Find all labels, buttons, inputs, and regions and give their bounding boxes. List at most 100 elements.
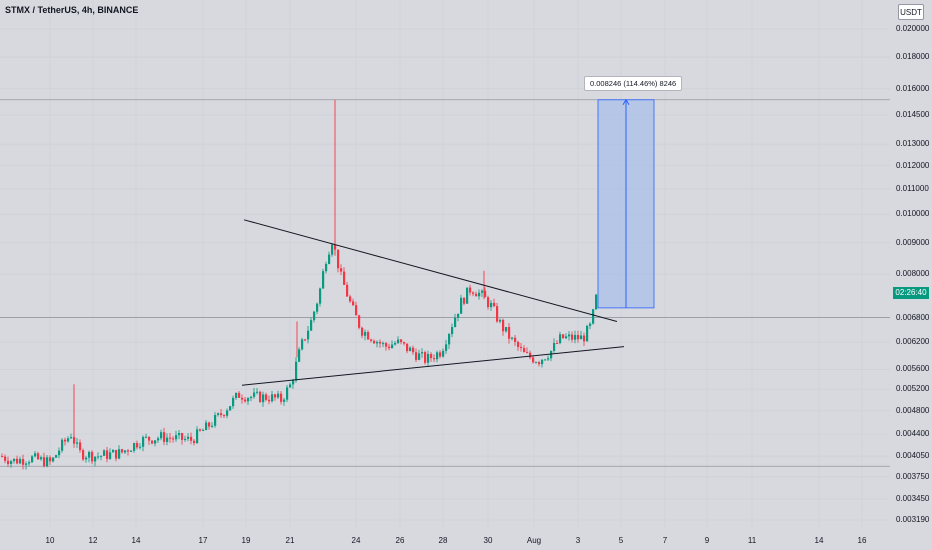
time-tick-label: 24 bbox=[351, 536, 361, 545]
candle-body bbox=[376, 341, 379, 344]
price-tick-label: 0.004400 bbox=[896, 428, 930, 438]
candle-body bbox=[166, 437, 169, 442]
candle-body bbox=[574, 334, 577, 340]
candle-body bbox=[559, 334, 562, 344]
price-tick-label: 0.016000 bbox=[896, 83, 930, 93]
countdown-label: 02:26:40 bbox=[893, 287, 929, 300]
candle-body bbox=[94, 456, 97, 462]
currency-button[interactable]: USDT bbox=[898, 4, 924, 20]
candle-body bbox=[139, 446, 142, 448]
candle-body bbox=[319, 288, 322, 304]
candle-body bbox=[427, 354, 430, 363]
candle-body bbox=[586, 325, 589, 342]
candle-body bbox=[262, 394, 265, 403]
candle-body bbox=[400, 339, 403, 343]
candle-body bbox=[421, 352, 424, 354]
candle-body bbox=[301, 339, 304, 350]
candle-body bbox=[76, 442, 79, 444]
price-tick-label: 0.004050 bbox=[896, 451, 930, 461]
trendline bbox=[243, 219, 618, 322]
price-chart bbox=[0, 98, 890, 470]
candle-body bbox=[235, 392, 238, 398]
candle-body bbox=[415, 352, 418, 360]
candle-body bbox=[373, 340, 376, 344]
candle-body bbox=[181, 433, 184, 440]
candle-body bbox=[499, 319, 502, 322]
candle-body bbox=[571, 334, 574, 340]
candle-body bbox=[442, 350, 445, 357]
time-tick-label: 11 bbox=[747, 536, 757, 545]
candle-body bbox=[127, 450, 130, 452]
time-tick-label: 9 bbox=[704, 536, 710, 545]
candle-body bbox=[343, 271, 346, 285]
candle-body bbox=[49, 457, 52, 462]
candle-body bbox=[130, 450, 133, 452]
candle-body bbox=[37, 453, 40, 460]
candle-body bbox=[220, 413, 223, 416]
candle-body bbox=[247, 398, 250, 402]
candle-body bbox=[106, 450, 109, 459]
measure-label: 0.008246 (114.46%) 8246 bbox=[584, 75, 683, 91]
candle-body bbox=[454, 317, 457, 327]
candle-body bbox=[493, 302, 496, 307]
price-tick-label: 0.010000 bbox=[896, 209, 930, 219]
candle-body bbox=[64, 439, 67, 442]
candle-body bbox=[310, 320, 313, 331]
price-tick-label: 0.020000 bbox=[896, 24, 930, 33]
price-tick-label: 0.003450 bbox=[896, 494, 930, 504]
candle-body bbox=[397, 339, 400, 344]
candle-body bbox=[394, 343, 397, 345]
candle-body bbox=[487, 297, 490, 308]
candle-body bbox=[97, 456, 100, 458]
candle-body bbox=[223, 415, 226, 417]
candle-body bbox=[577, 334, 580, 340]
price-axis[interactable]: 0.020000 0.018000 0.016000 0.014500 0.013000… bbox=[890, 0, 932, 550]
candle-body bbox=[226, 410, 229, 416]
candle-body bbox=[583, 335, 586, 342]
price-tick-label: 0.003750 bbox=[896, 471, 930, 481]
candle-body bbox=[280, 393, 283, 402]
candle-body bbox=[496, 306, 499, 322]
price-tick-label: 0.004800 bbox=[896, 405, 930, 415]
price-tick-label: 0.012000 bbox=[896, 160, 930, 170]
candle-body bbox=[79, 442, 82, 451]
candle-body bbox=[91, 451, 94, 462]
symbol-title[interactable]: STMX / TetherUS, 4h, BINANCE bbox=[5, 5, 139, 15]
candle-body bbox=[70, 437, 73, 439]
candle-body bbox=[160, 432, 163, 439]
candle-body bbox=[595, 294, 598, 310]
candle-body bbox=[169, 437, 172, 439]
candle-body bbox=[550, 350, 553, 359]
time-axis[interactable]: 10 12 14 17 19 21 24 26 28 30 Aug 3 5 7 9 11 14 16 bbox=[0, 528, 890, 550]
candle-body bbox=[295, 361, 298, 381]
candle-body bbox=[388, 346, 391, 349]
candle-body bbox=[109, 452, 112, 459]
time-tick-label: 21 bbox=[285, 536, 295, 545]
candle-body bbox=[31, 456, 34, 463]
chart-area[interactable]: STMX / TetherUS, 4h, BINANCE 0.008246 (1… bbox=[0, 0, 890, 528]
price-tick-label: 0.005200 bbox=[896, 384, 930, 394]
candle-body bbox=[82, 450, 85, 460]
candle-body bbox=[148, 436, 151, 441]
candle-body bbox=[151, 440, 154, 444]
candle-body bbox=[436, 352, 439, 360]
candle-body bbox=[370, 339, 373, 341]
price-tick-label: 0.005600 bbox=[896, 364, 930, 374]
candle-body bbox=[562, 334, 565, 339]
candle-body bbox=[10, 461, 13, 464]
candle-body bbox=[340, 268, 343, 272]
candle-body bbox=[43, 457, 46, 467]
price-tick-label: 0.018000 bbox=[896, 52, 930, 62]
candle-body bbox=[28, 462, 31, 464]
candle-body bbox=[16, 458, 19, 464]
candle-body bbox=[286, 387, 289, 400]
candle-body bbox=[277, 393, 280, 398]
candle-body bbox=[208, 422, 211, 427]
price-tick-label: 0.011000 bbox=[896, 183, 929, 193]
candle-body bbox=[7, 460, 10, 464]
candle-body bbox=[241, 397, 244, 400]
candle-body bbox=[313, 311, 316, 321]
candle-body bbox=[283, 399, 286, 402]
candle-body bbox=[484, 290, 487, 298]
candle-body bbox=[433, 358, 436, 360]
